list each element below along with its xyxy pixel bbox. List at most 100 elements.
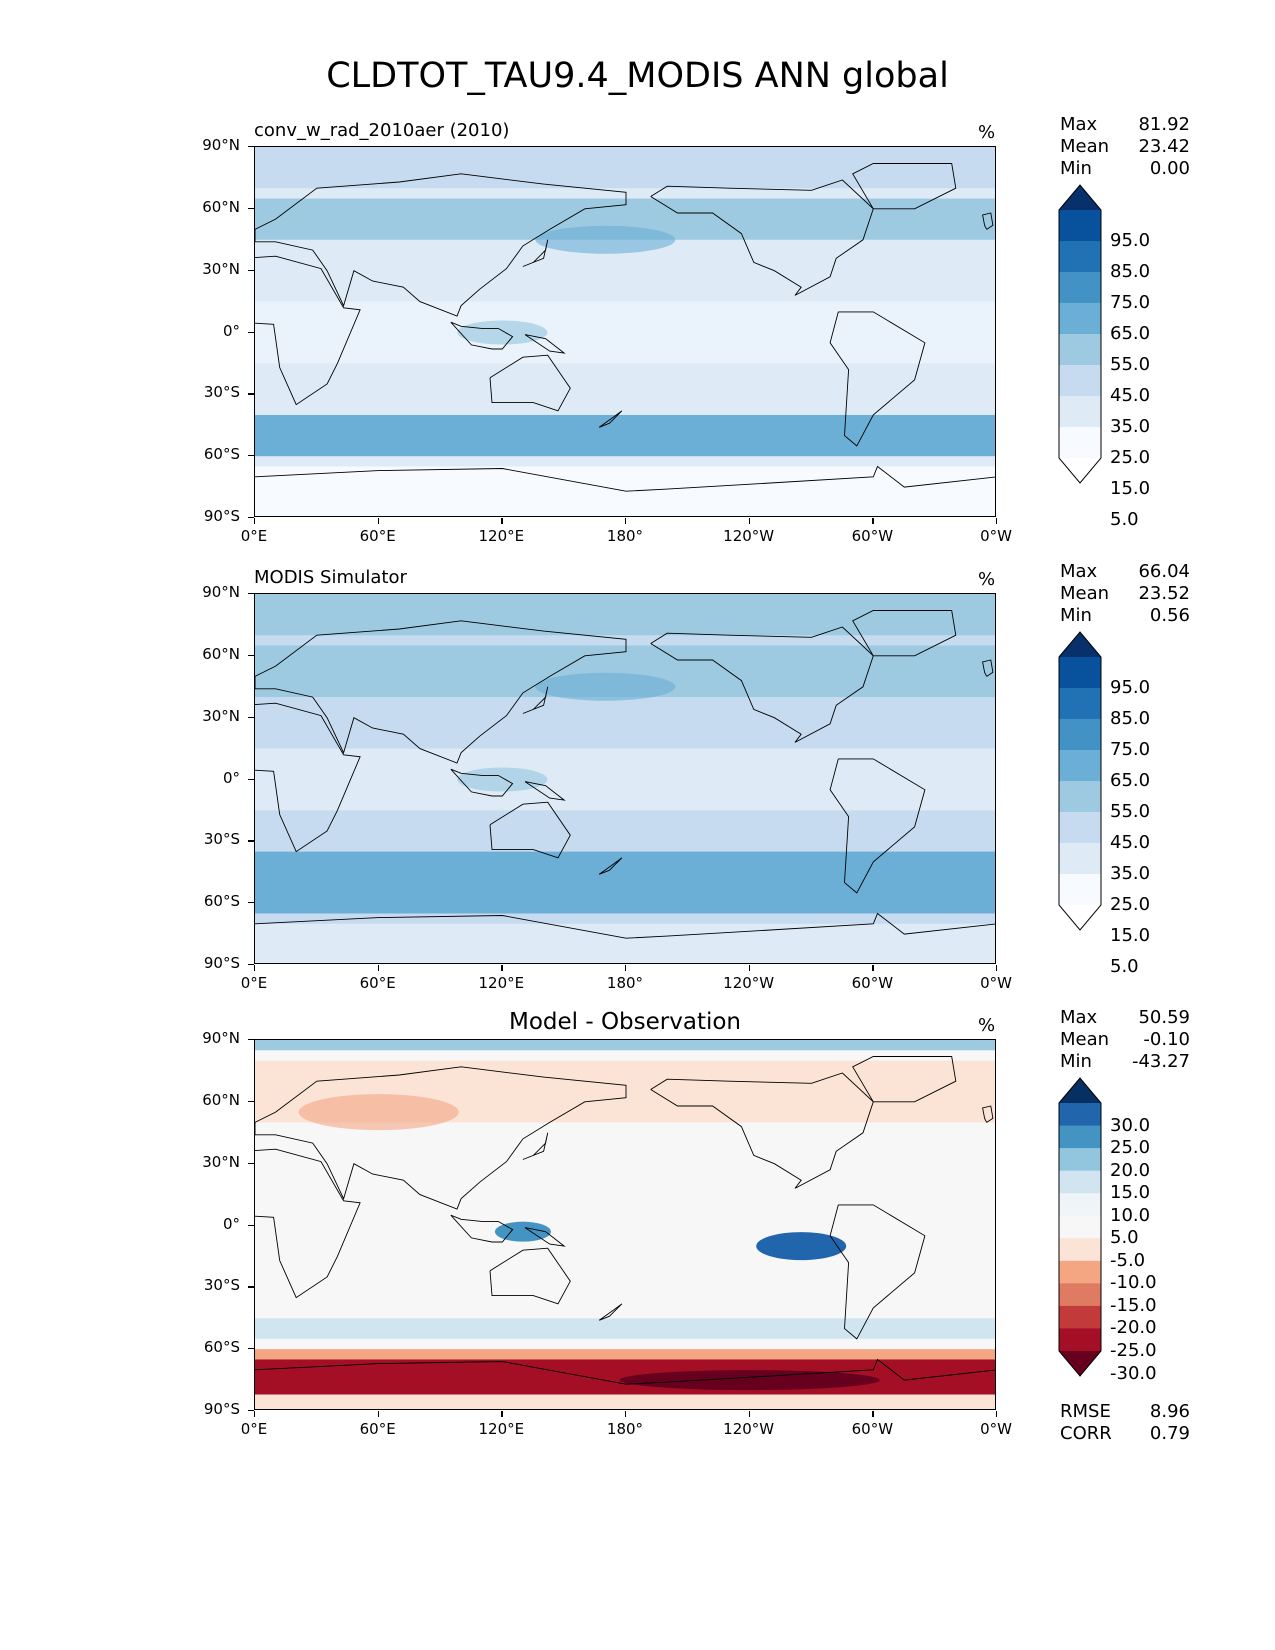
coastline (650, 179, 874, 296)
x-tick (748, 965, 750, 971)
colorbar-tick-label: 15.0 (1110, 478, 1151, 499)
x-tick (625, 518, 627, 524)
x-tick-label: 60°W (851, 974, 894, 992)
colorbar-segment (1059, 1238, 1101, 1262)
panel-title: MODIS Simulator (254, 567, 407, 588)
y-tick (248, 331, 254, 333)
y-tick (248, 517, 254, 519)
colorbar-segment (1059, 843, 1101, 875)
coastline (982, 659, 994, 677)
coastline (450, 321, 514, 350)
units-label: % (978, 1015, 996, 1036)
x-tick-label: 120°E (478, 974, 525, 992)
coastline (450, 768, 514, 797)
x-tick-label: 180° (606, 974, 644, 992)
colorbar-tick-label: 15.0 (1110, 1182, 1151, 1204)
panel-title: Model - Observation (508, 1009, 742, 1035)
anomaly-patch-maritime (494, 1221, 551, 1242)
colorbar-segment (1059, 719, 1101, 751)
field-band (255, 923, 995, 963)
colorbar (1058, 631, 1102, 931)
anomaly-patch-southern-ocean (619, 1370, 880, 1391)
coastline (982, 1105, 994, 1123)
y-tick-label: 30°N (202, 259, 240, 278)
coastline (650, 626, 874, 743)
x-tick-label: 120°W (723, 974, 775, 992)
x-tick-label: 120°E (478, 527, 525, 545)
colorbar-tick-label: -15.0 (1110, 1294, 1157, 1316)
stat-value: 0.56 (1149, 605, 1190, 626)
y-tick-label: 90°N (202, 583, 240, 601)
y-tick (248, 902, 254, 904)
coastline (522, 239, 549, 267)
field-band (255, 851, 995, 914)
stat-name: CORR (1060, 1423, 1112, 1444)
colorbar-extend-top (1059, 1078, 1101, 1103)
colorbar-segment (1059, 1103, 1101, 1127)
panel-model: conv_w_rad_2010aer (2010)% 90°N 60°N 30°N 0°… (0, 114, 1275, 562)
y-tick-label: 90°S (203, 507, 240, 525)
map-observation (254, 593, 996, 964)
units-label: % (978, 569, 996, 590)
x-tick-label: 120°W (723, 1420, 775, 1438)
coastline (489, 1247, 571, 1305)
y-tick-label: 90°N (202, 1029, 240, 1047)
x-tick-label: 60°E (359, 974, 396, 992)
y-tick-label: 30°N (202, 1152, 240, 1171)
coastline (255, 1358, 995, 1385)
stat-value: 0.00 (1149, 158, 1190, 179)
x-tick (501, 1411, 503, 1417)
y-tick-label: 30°S (203, 1276, 240, 1295)
colorbar-tick-label: 5.0 (1110, 1227, 1139, 1249)
y-tick-label: 90°N (202, 136, 240, 154)
colorbar-segment (1059, 874, 1101, 906)
coastline (829, 758, 926, 894)
coastline (598, 410, 623, 428)
colorbar-segment (1059, 781, 1101, 813)
colorbar-segment (1059, 396, 1101, 428)
colorbar-segment (1059, 1215, 1101, 1239)
colorbar-tick-label: 10.0 (1110, 1204, 1151, 1226)
field-band (255, 748, 995, 811)
stat-value: 81.92 (1138, 114, 1190, 135)
x-tick (872, 965, 874, 971)
x-tick-label: 0°E (240, 974, 268, 992)
field-band (255, 594, 995, 636)
y-tick (248, 1410, 254, 1412)
x-tick-label: 180° (606, 1420, 644, 1438)
x-tick-label: 60°W (851, 1420, 894, 1438)
colorbar-extend-bottom (1059, 905, 1101, 930)
stats-block: Max 66.04 Mean 23.52 Min 0.56 (1060, 561, 1190, 627)
y-tick-label: 60°N (202, 197, 240, 216)
x-tick (872, 1411, 874, 1417)
colorbar-extend-bottom (1059, 1351, 1101, 1376)
colorbar-tick-label: 85.0 (1110, 261, 1151, 282)
y-tick (248, 593, 254, 595)
coastline (829, 1204, 926, 1340)
colorbar-tick-label: 15.0 (1110, 925, 1151, 946)
x-tick-label: 0°W (980, 974, 1012, 992)
x-tick-label: 180° (606, 527, 644, 545)
coastline (255, 465, 995, 492)
x-tick-label: 0°E (240, 1420, 268, 1438)
colorbar-tick-label: -20.0 (1110, 1317, 1157, 1339)
error-stats: RMSE 8.96 CORR 0.79 (1060, 1401, 1190, 1445)
x-tick (996, 518, 998, 524)
x-tick-label: 0°W (980, 1420, 1012, 1438)
x-tick (501, 518, 503, 524)
colorbar-tick-label: 75.0 (1110, 292, 1151, 313)
coastline (255, 620, 627, 764)
field-band (255, 466, 995, 516)
cloud-patch-tropics (457, 767, 548, 792)
coastline (489, 801, 571, 859)
stat-name: Max (1060, 561, 1098, 582)
coastline (255, 702, 361, 853)
coastline (598, 1303, 623, 1321)
field-band (255, 414, 995, 457)
stat-name: Max (1060, 114, 1098, 135)
colorbar-segment (1059, 241, 1101, 273)
colorbar-outline (1058, 1077, 1102, 1377)
coastline (255, 173, 627, 317)
colorbar-tick-label: -10.0 (1110, 1272, 1157, 1294)
y-tick-label: 30°N (202, 706, 240, 725)
